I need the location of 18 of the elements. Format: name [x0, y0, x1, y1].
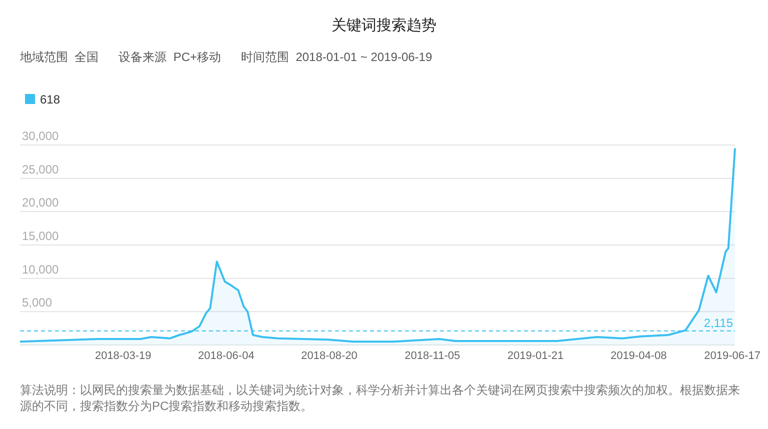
ytick: 20,000	[22, 196, 59, 210]
xtick: 2018-03-19	[94, 350, 152, 362]
ref-label: 2,115	[704, 316, 733, 330]
ytick: 5,000	[22, 296, 52, 310]
xtick: 2019-04-08	[610, 350, 667, 362]
ytick: 10,000	[22, 262, 59, 276]
ytick: 15,000	[22, 229, 59, 243]
xtick: 2018-08-20	[301, 350, 358, 362]
ytick: 30,000	[22, 129, 59, 143]
ytick: 25,000	[22, 162, 59, 176]
xtick: 2019-01-21	[507, 350, 564, 362]
legend-label: 618	[40, 92, 60, 106]
title: 关键词搜索趋势	[332, 17, 436, 34]
annotation: 算法说明：以网民的搜索量为数据基础，以关键词为统计对象，科学分析并计算出各个关键词在网页搜索中搜索频次的加权。根据数据来源的不同，搜索指数分为PC搜索指数和移动搜索指数。	[20, 382, 741, 414]
xtick: 2018-11-05	[404, 350, 460, 362]
xtick: 2018-06-04	[198, 350, 254, 362]
xtick: 2019-06-17	[704, 350, 760, 362]
subtitle: 地域范围 全国 设备来源 PC+移动 时间范围 2018-01-01 ~ 2019-06-19	[20, 50, 432, 64]
